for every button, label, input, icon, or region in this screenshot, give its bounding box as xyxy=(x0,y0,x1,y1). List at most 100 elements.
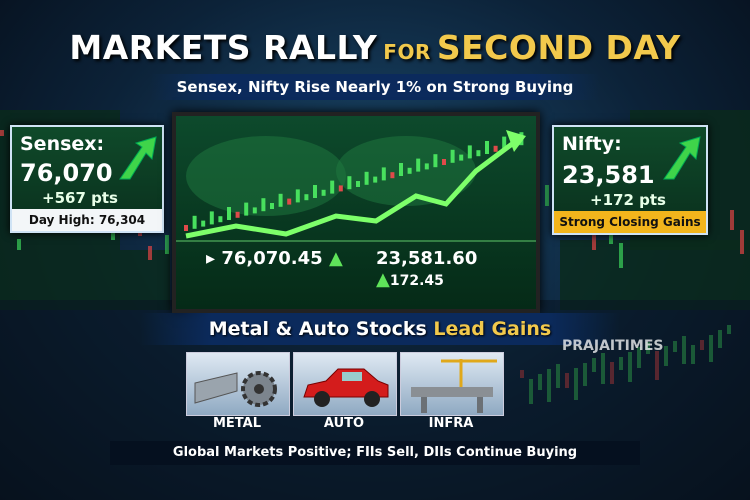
screen-candle xyxy=(424,163,429,170)
wheel xyxy=(314,391,330,407)
screen-candle xyxy=(184,225,188,231)
up-arrow xyxy=(119,136,157,180)
reading-change: 172.45 xyxy=(389,273,444,289)
screen-candle xyxy=(356,181,360,187)
screen-candle xyxy=(373,176,378,183)
map-shape xyxy=(336,136,476,206)
wall-screen xyxy=(560,240,750,310)
screen-reading: ▸ 76,070.45 ▲ xyxy=(206,248,343,269)
screen-candle xyxy=(407,167,412,174)
screen-candle xyxy=(252,207,257,214)
panel-change: +567 pts xyxy=(42,189,118,207)
screen-candle xyxy=(321,189,326,196)
wheel xyxy=(364,391,380,407)
screen-candle xyxy=(235,211,240,218)
candle xyxy=(0,130,4,136)
screen-candle xyxy=(459,154,464,161)
screen-candle xyxy=(261,198,266,212)
candle xyxy=(545,185,549,206)
reading-value: 23,581.60 xyxy=(376,248,478,269)
footer: Global Markets Positive; FIIs Sell, DIIs… xyxy=(110,441,640,465)
metal-icon xyxy=(186,352,290,416)
screen-candle xyxy=(244,202,249,216)
screen-candle xyxy=(347,176,352,190)
screen-candle xyxy=(390,172,395,179)
headline-part: MARKETS RALLY xyxy=(69,28,378,67)
screen-candle xyxy=(450,149,455,163)
screen-candle xyxy=(278,193,283,207)
screen-candle xyxy=(218,216,223,223)
arrow-shape xyxy=(663,136,701,180)
candle xyxy=(730,210,734,230)
pillar xyxy=(421,397,427,413)
panel-note: Strong Closing Gains xyxy=(554,211,706,233)
screen-candle xyxy=(338,185,343,192)
beam xyxy=(194,372,238,404)
screen-candle xyxy=(201,220,206,227)
sector-label: METAL xyxy=(212,416,262,431)
screen-candle xyxy=(416,158,421,172)
infra-icon xyxy=(400,352,504,416)
candle xyxy=(740,230,744,254)
sector-label: AUTO xyxy=(323,416,365,431)
screen-candle xyxy=(295,189,300,203)
panel-label: Sensex: xyxy=(20,133,105,155)
heading-part: Lead Gains xyxy=(433,318,552,340)
screen-candle xyxy=(192,215,197,229)
screen-candle xyxy=(227,207,231,220)
up-mark: ▲ xyxy=(376,269,390,290)
headline-part: FOR xyxy=(383,40,431,64)
car-body xyxy=(303,368,389,398)
map-shape xyxy=(186,136,346,216)
candle xyxy=(148,246,152,260)
subtitle: Sensex, Nifty Rise Nearly 1% on Strong B… xyxy=(150,74,600,100)
trend-line xyxy=(185,139,518,239)
candle xyxy=(165,235,169,254)
watermark: PRAJAITIMES xyxy=(562,338,664,354)
screen-chart xyxy=(176,130,536,242)
screen-candle xyxy=(467,145,472,159)
candle xyxy=(592,234,596,250)
sensex-panel: Sensex: 76,070 +567 pts Day High: 76,304 xyxy=(10,125,164,233)
screen-candle xyxy=(270,203,274,209)
screen-candle xyxy=(502,136,507,150)
screen-candle xyxy=(476,150,481,157)
infra-art xyxy=(411,359,497,413)
sector-heading: Metal & Auto Stocks Lead Gains xyxy=(140,313,620,345)
screen-candle xyxy=(493,145,498,152)
gear-hub xyxy=(254,384,264,394)
screen-candle xyxy=(433,154,438,168)
auto-art xyxy=(303,368,389,407)
panel-note: Day High: 76,304 xyxy=(12,209,162,231)
window xyxy=(342,372,362,381)
screen-reading: 23,581.60 ▲172.45 xyxy=(376,248,536,290)
screen-candle xyxy=(399,163,403,176)
up-mark: ▲ xyxy=(328,248,343,269)
screen-candle xyxy=(304,194,309,201)
screen-candle xyxy=(364,171,369,185)
screen-candle xyxy=(381,167,386,181)
reading-value: 76,070.45 xyxy=(221,248,323,269)
metal-art xyxy=(194,371,277,407)
panel-value: 76,070 xyxy=(20,159,113,187)
headline: MARKETS RALLY FOR SECOND DAY xyxy=(0,28,750,67)
screen-candle xyxy=(442,159,446,165)
candle xyxy=(619,243,623,268)
screen-candle xyxy=(209,211,214,225)
nifty-panel: Nifty: 23,581 +172 pts Strong Closing Ga… xyxy=(552,125,708,235)
arrow-shape xyxy=(119,136,157,180)
bridge xyxy=(411,387,493,397)
panel-label: Nifty: xyxy=(562,133,622,155)
heading-part: Metal & Auto Stocks xyxy=(208,318,427,340)
screen-candle xyxy=(485,141,489,154)
screen-candle xyxy=(330,180,335,194)
screen-candle xyxy=(313,185,317,198)
auto-icon xyxy=(293,352,397,416)
panel-change: +172 pts xyxy=(590,191,666,209)
up-arrow xyxy=(663,136,701,180)
panel-value: 23,581 xyxy=(562,161,655,189)
screen: ▸ 76,070.45 ▲ 23,581.60 ▲172.45 xyxy=(172,112,540,313)
trend-arrow xyxy=(506,130,526,152)
